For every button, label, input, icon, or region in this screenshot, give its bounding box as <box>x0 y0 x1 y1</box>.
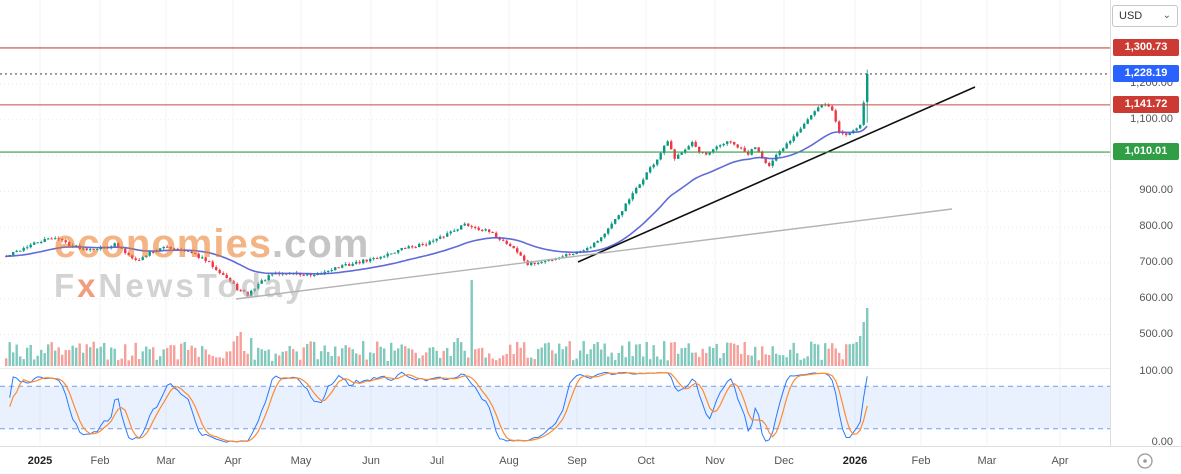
support-price-badge: 1,010.01 <box>1113 143 1179 161</box>
time-label: Jul <box>429 455 445 467</box>
target-icon[interactable] <box>1135 451 1155 471</box>
time-label: Dec <box>774 455 794 467</box>
time-axis[interactable]: 2025 Feb Mar Apr May Jun Jul Aug Sep Oct Nov Dec 202… <box>0 446 1181 474</box>
time-label: Apr <box>224 455 242 467</box>
time-label: Nov <box>705 455 725 467</box>
resistance-1-price-badge: 1,300.73 <box>1113 38 1179 56</box>
time-label: Mar <box>977 455 997 467</box>
currency-label: USD <box>1119 10 1143 22</box>
time-label: Feb <box>90 455 110 467</box>
price-tick: 1,100.00 <box>1130 112 1173 125</box>
price-tick: 500.00 <box>1139 327 1173 340</box>
time-label: Mar <box>156 455 176 467</box>
resistance-2-price-badge: 1,141.72 <box>1113 95 1179 113</box>
time-label: Aug <box>499 455 519 467</box>
time-label: 2025 <box>27 455 53 467</box>
chevron-down-icon: ⌄ <box>1162 10 1171 21</box>
last-price-price-badge: 1,228.19 <box>1113 64 1179 82</box>
time-label: May <box>290 455 312 467</box>
time-label: 2026 <box>842 455 868 467</box>
time-label: Sep <box>567 455 587 467</box>
time-label: Oct <box>637 455 655 467</box>
osc-tick: 0.00 <box>1151 436 1173 448</box>
price-tick: 800.00 <box>1139 220 1173 233</box>
price-tick: 900.00 <box>1139 184 1173 197</box>
time-label: Jun <box>362 455 380 467</box>
time-label: Apr <box>1051 455 1069 467</box>
currency-dropdown[interactable]: USD ⌄ <box>1112 5 1178 27</box>
price-tick: 600.00 <box>1139 291 1173 304</box>
time-label: Feb <box>911 455 931 467</box>
osc-tick: 100.00 <box>1139 365 1173 377</box>
price-tick: 700.00 <box>1139 256 1173 268</box>
price-axis[interactable]: USD ⌄ 1,200.00 1,100.00 900.00 800.00 700.00… <box>1110 0 1181 448</box>
